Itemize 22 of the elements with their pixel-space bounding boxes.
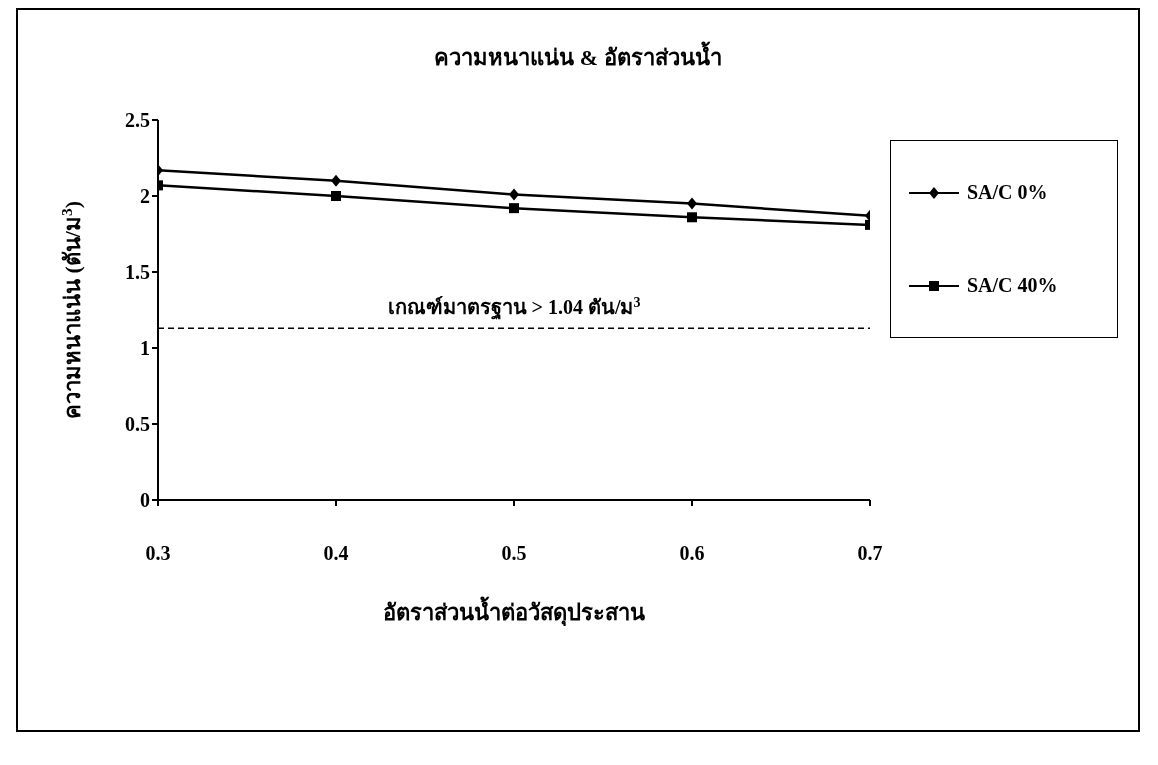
x-tick-label: 0.5 (501, 542, 527, 565)
point (509, 188, 519, 201)
x-tick-label: 0.4 (323, 542, 349, 565)
point (509, 203, 519, 214)
chart-title: ความหนาแน่น & อัตราส่วนน้ำ (433, 40, 723, 72)
x-axis-title: อัตราส่วนน้ำต่อวัสดุประสาน (383, 596, 645, 627)
point (331, 174, 341, 187)
y-tick-label: 1 (140, 337, 150, 360)
y-tick-label: 0.5 (125, 413, 150, 436)
x-tick-label: 0.3 (145, 542, 171, 565)
legend-label: SA/C 0% (967, 181, 1048, 204)
point (331, 191, 341, 201)
y-tick-label: 1.5 (125, 261, 150, 284)
y-tick-label: 2.5 (125, 109, 150, 132)
y-tick-label: 2 (140, 185, 150, 208)
y-tick-label: 0 (140, 489, 150, 512)
point (687, 212, 697, 223)
x-tick-label: 0.7 (857, 542, 883, 565)
ref-line-label: เกณฑ์มาตรฐาน > 1.04 ตัน/ม$^{3}$ (387, 294, 641, 322)
x-tick-label: 0.6 (679, 542, 705, 565)
legend-label: SA/C 40% (967, 274, 1058, 297)
point (687, 197, 697, 210)
